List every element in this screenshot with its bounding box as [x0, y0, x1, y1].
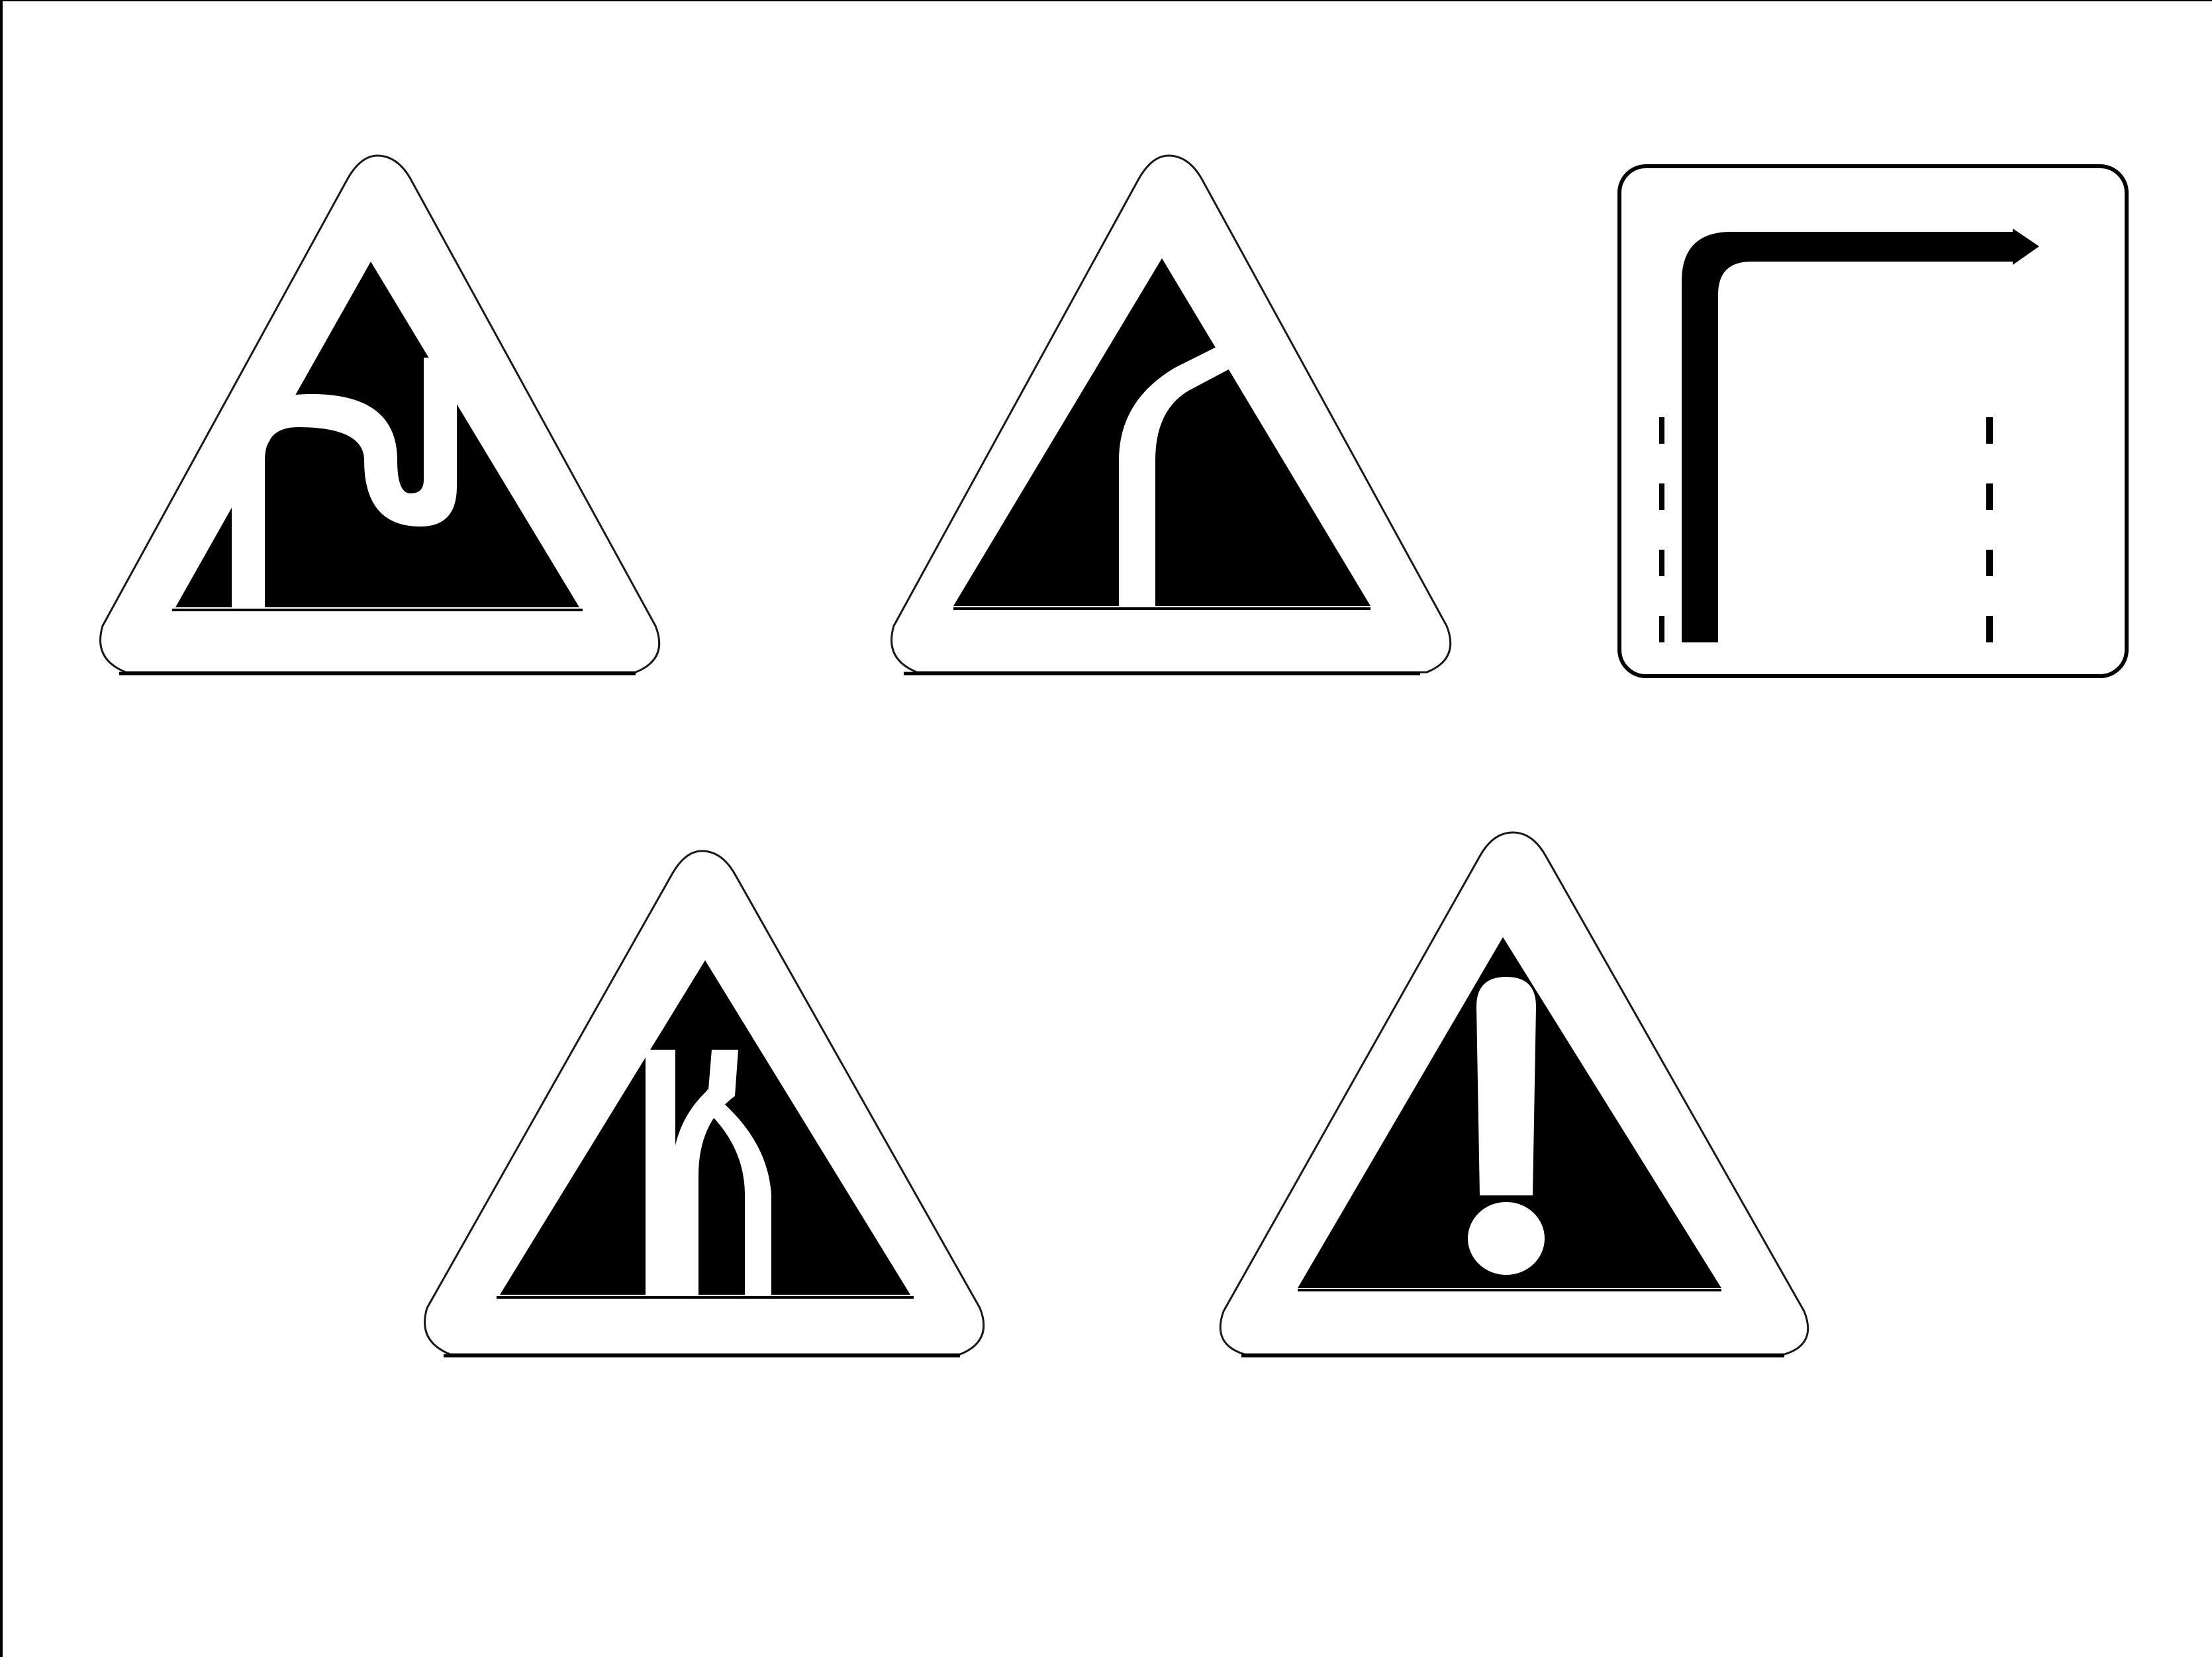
information-sign-turn-lane	[1615, 162, 2132, 682]
road-narrows-icon	[424, 850, 985, 1358]
exclamation-icon	[1219, 831, 1809, 1358]
road-fork-icon	[890, 154, 1452, 676]
warning-sign-road-fork	[877, 149, 1460, 685]
turn-right-lane-icon	[1617, 164, 2129, 678]
double-bend-icon	[99, 154, 661, 676]
warning-sign-road-narrows	[410, 844, 993, 1368]
warning-sign-exclamation	[1205, 825, 1821, 1368]
warning-sign-double-bend	[86, 149, 669, 685]
